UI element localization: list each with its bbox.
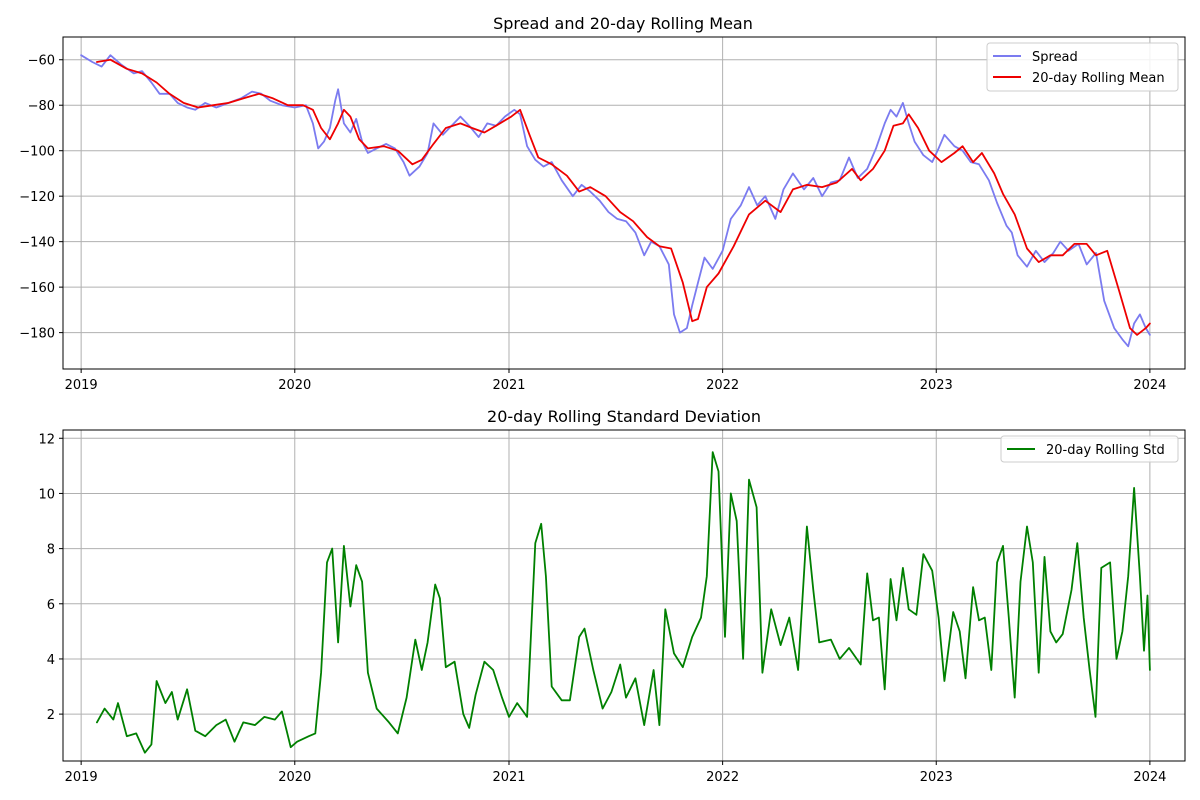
series-line-20-day-rolling-mean — [96, 58, 1151, 336]
legend-box — [1000, 435, 1179, 463]
y-tick-label: −60 — [28, 54, 55, 69]
legend-label-rolling-mean: 20-day Rolling Mean — [1032, 71, 1165, 86]
chart-title: Spread and 20-day Rolling Mean — [493, 14, 753, 33]
legend: Spread 20-day Rolling Mean — [986, 42, 1179, 92]
y-tick-label: 6 — [47, 598, 55, 613]
rolling-std-chart: 20-day Rolling Standard Deviation 2019 20… — [38, 407, 1186, 785]
x-tick-label: 2024 — [1133, 378, 1166, 393]
y-tick-label: −80 — [28, 99, 55, 114]
chart-title: 20-day Rolling Standard Deviation — [487, 407, 761, 426]
plot-frame — [62, 429, 1186, 762]
x-tick-label: 2019 — [65, 378, 98, 393]
y-tick-label: −100 — [19, 145, 55, 160]
y-tick-label: 2 — [47, 708, 55, 723]
y-tick-label: 4 — [47, 653, 55, 668]
legend-label-spread: Spread — [1032, 50, 1078, 65]
x-tick-label: 2021 — [492, 770, 525, 785]
y-tick-label: −120 — [19, 190, 55, 205]
x-tick-label: 2023 — [920, 770, 953, 785]
y-tick-label: −140 — [19, 236, 55, 251]
legend-label-rolling-std: 20-day Rolling Std — [1046, 443, 1165, 458]
y-tick-label: 12 — [38, 432, 55, 447]
x-tick-label: 2024 — [1133, 770, 1166, 785]
plot-frame — [62, 36, 1186, 370]
legend-box — [986, 42, 1179, 92]
legend: 20-day Rolling Std — [1000, 435, 1179, 463]
x-tick-label: 2023 — [920, 378, 953, 393]
series-line-spread — [80, 54, 1151, 348]
x-tick-label: 2022 — [706, 770, 739, 785]
x-tick-label: 2022 — [706, 378, 739, 393]
y-tick-label: 10 — [38, 487, 55, 502]
series-line-20-day-rolling-std — [96, 451, 1151, 754]
x-tick-label: 2019 — [65, 770, 98, 785]
y-tick-label: −180 — [19, 327, 55, 342]
x-tick-label: 2021 — [492, 378, 525, 393]
y-tick-label: 8 — [47, 543, 55, 558]
spread-chart: Spread and 20-day Rolling Mean 2019 2020 2… — [19, 14, 1186, 393]
x-tick-label: 2020 — [278, 378, 311, 393]
y-tick-label: −160 — [19, 281, 55, 296]
x-tick-label: 2020 — [278, 770, 311, 785]
